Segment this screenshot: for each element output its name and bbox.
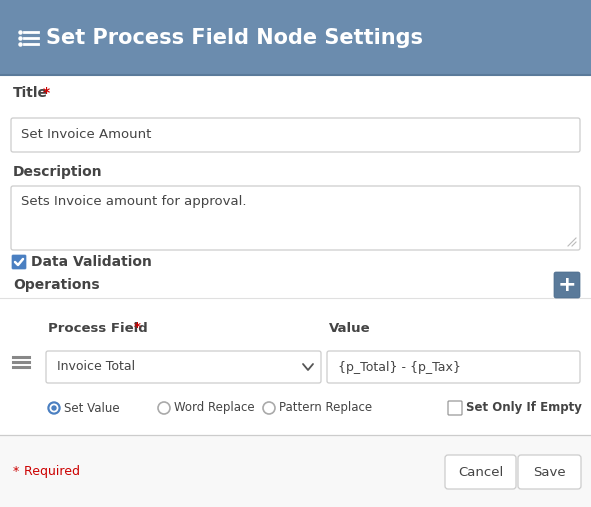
Text: Description: Description [13, 165, 103, 179]
Text: Operations: Operations [13, 278, 100, 292]
FancyBboxPatch shape [11, 118, 580, 152]
Text: *: * [43, 86, 50, 100]
FancyBboxPatch shape [518, 455, 581, 489]
Text: Process Field: Process Field [48, 321, 148, 335]
FancyBboxPatch shape [0, 0, 591, 75]
Text: Value: Value [329, 321, 371, 335]
Text: *: * [13, 465, 20, 479]
FancyBboxPatch shape [12, 255, 26, 269]
FancyBboxPatch shape [554, 272, 580, 298]
Text: {p_Total} - {p_Tax}: {p_Total} - {p_Tax} [338, 360, 461, 374]
Text: Word Replace: Word Replace [174, 402, 255, 415]
Circle shape [50, 404, 58, 412]
Circle shape [158, 402, 170, 414]
Text: Pattern Replace: Pattern Replace [279, 402, 372, 415]
Circle shape [48, 402, 60, 414]
FancyBboxPatch shape [0, 75, 591, 507]
Text: +: + [558, 275, 576, 295]
Text: Data Validation: Data Validation [31, 255, 152, 269]
Circle shape [52, 406, 56, 410]
FancyBboxPatch shape [0, 435, 591, 507]
Text: Invoice Total: Invoice Total [57, 360, 135, 374]
FancyBboxPatch shape [445, 455, 516, 489]
FancyBboxPatch shape [327, 351, 580, 383]
Text: Set Process Field Node Settings: Set Process Field Node Settings [46, 27, 423, 48]
Text: *: * [134, 321, 141, 335]
FancyBboxPatch shape [46, 351, 321, 383]
Text: Required: Required [20, 465, 80, 479]
Text: Set Only If Empty: Set Only If Empty [466, 402, 582, 415]
Text: Save: Save [533, 465, 566, 479]
Circle shape [263, 402, 275, 414]
FancyBboxPatch shape [11, 186, 580, 250]
Text: Sets Invoice amount for approval.: Sets Invoice amount for approval. [21, 196, 246, 208]
Text: Title: Title [13, 86, 48, 100]
FancyBboxPatch shape [448, 401, 462, 415]
Text: Cancel: Cancel [458, 465, 503, 479]
Text: Set Value: Set Value [64, 402, 119, 415]
Text: Set Invoice Amount: Set Invoice Amount [21, 128, 151, 141]
